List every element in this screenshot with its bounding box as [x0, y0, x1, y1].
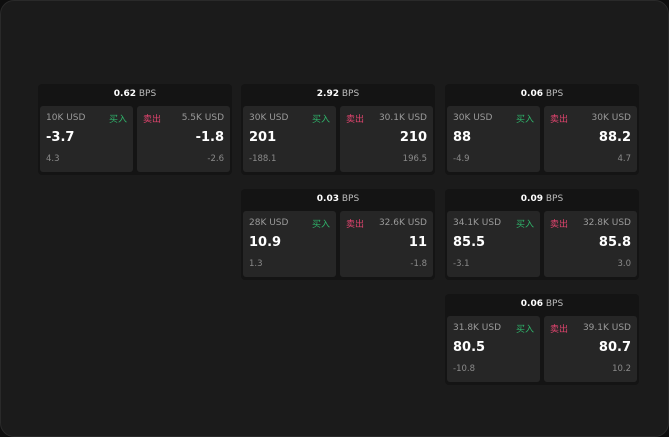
buy-label: 买入 [311, 220, 330, 230]
sell-label: 卖出 [143, 115, 162, 125]
sell-button[interactable]: 卖出 32.6K USD 11 -1.8 [340, 211, 433, 277]
quote-widget: 2.92 BPS 30K USD 买入 201 -188.1 卖出 30.1K … [241, 84, 435, 175]
ask-delta: 10.2 [612, 364, 631, 374]
spread-value: 0.06 [520, 299, 543, 309]
bid-delta: 4.3 [46, 154, 60, 164]
ask-price: -1.8 [195, 130, 224, 145]
ask-price: 88.2 [598, 130, 631, 145]
ask-price: 11 [408, 235, 427, 250]
bid-delta: -10.8 [453, 364, 475, 374]
bid-price: 88 [453, 130, 472, 145]
sell-button[interactable]: 卖出 39.1K USD 80.7 10.2 [544, 316, 637, 382]
sell-label: 卖出 [346, 220, 365, 230]
spread-unit: BPS [341, 194, 360, 204]
ask-size: 39.1K USD [582, 323, 631, 333]
buy-button[interactable]: 30K USD 买入 201 -188.1 [243, 106, 336, 172]
buy-label: 买入 [515, 325, 534, 335]
sell-label: 卖出 [550, 115, 569, 125]
sell-label: 卖出 [550, 325, 569, 335]
bid-size: 30K USD [249, 113, 289, 123]
bid-size: 30K USD [453, 113, 493, 123]
spread-value: 0.62 [113, 89, 136, 99]
bid-price: 85.5 [453, 235, 486, 250]
spread-header: 0.62 BPS [38, 84, 232, 105]
ask-price: 210 [399, 130, 427, 145]
ask-price: 80.7 [598, 340, 631, 355]
bid-size: 31.8K USD [453, 323, 502, 333]
spread-value: 0.09 [520, 194, 543, 204]
spread-value: 0.06 [520, 89, 543, 99]
quote-widget: 0.03 BPS 28K USD 买入 10.9 1.3 卖出 32.6K US… [241, 189, 435, 280]
spread-header: 0.09 BPS [445, 189, 639, 210]
sell-label: 卖出 [346, 115, 365, 125]
bid-size: 28K USD [249, 218, 289, 228]
bid-size: 34.1K USD [453, 218, 502, 228]
ask-price: 85.8 [598, 235, 631, 250]
sell-button[interactable]: 卖出 30.1K USD 210 196.5 [340, 106, 433, 172]
ask-size: 32.6K USD [378, 218, 427, 228]
sell-button[interactable]: 卖出 32.8K USD 85.8 3.0 [544, 211, 637, 277]
quote-widget: 0.06 BPS 30K USD 买入 88 -4.9 卖出 30K USD 8… [445, 84, 639, 175]
ask-delta: 3.0 [617, 259, 631, 269]
buy-button[interactable]: 10K USD 买入 -3.7 4.3 [40, 106, 133, 172]
bid-delta: 1.3 [249, 259, 263, 269]
sell-button[interactable]: 卖出 5.5K USD -1.8 -2.6 [137, 106, 230, 172]
buy-button[interactable]: 31.8K USD 买入 80.5 -10.8 [447, 316, 540, 382]
spread-header: 0.03 BPS [241, 189, 435, 210]
bid-delta: -4.9 [453, 154, 470, 164]
spread-header: 0.06 BPS [445, 294, 639, 315]
buy-label: 买入 [108, 115, 127, 125]
ask-size: 5.5K USD [181, 113, 224, 123]
bid-price: -3.7 [46, 130, 75, 145]
ask-delta: -1.8 [410, 259, 427, 269]
spread-unit: BPS [545, 194, 564, 204]
buy-label: 买入 [311, 115, 330, 125]
spread-unit: BPS [545, 299, 564, 309]
buy-button[interactable]: 30K USD 买入 88 -4.9 [447, 106, 540, 172]
bid-price: 201 [249, 130, 277, 145]
buy-button[interactable]: 28K USD 买入 10.9 1.3 [243, 211, 336, 277]
spread-unit: BPS [138, 89, 157, 99]
ask-size: 30.1K USD [378, 113, 427, 123]
quote-widget: 0.62 BPS 10K USD 买入 -3.7 4.3 卖出 5.5K USD… [38, 84, 232, 175]
sell-label: 卖出 [550, 220, 569, 230]
bid-delta: -188.1 [249, 154, 277, 164]
buy-label: 买入 [515, 220, 534, 230]
buy-label: 买入 [515, 115, 534, 125]
spread-header: 2.92 BPS [241, 84, 435, 105]
ask-delta: 4.7 [617, 154, 631, 164]
buy-button[interactable]: 34.1K USD 买入 85.5 -3.1 [447, 211, 540, 277]
ask-size: 30K USD [591, 113, 631, 123]
ask-delta: 196.5 [402, 154, 427, 164]
spread-unit: BPS [341, 89, 360, 99]
spread-value: 0.03 [316, 194, 339, 204]
bid-delta: -3.1 [453, 259, 470, 269]
ask-delta: -2.6 [207, 154, 224, 164]
quote-widget: 0.06 BPS 31.8K USD 买入 80.5 -10.8 卖出 39.1… [445, 294, 639, 385]
quote-widget: 0.09 BPS 34.1K USD 买入 85.5 -3.1 卖出 32.8K… [445, 189, 639, 280]
bid-price: 10.9 [249, 235, 282, 250]
spread-value: 2.92 [316, 89, 339, 99]
sell-button[interactable]: 卖出 30K USD 88.2 4.7 [544, 106, 637, 172]
spread-unit: BPS [545, 89, 564, 99]
bid-price: 80.5 [453, 340, 486, 355]
spread-header: 0.06 BPS [445, 84, 639, 105]
ask-size: 32.8K USD [582, 218, 631, 228]
bid-size: 10K USD [46, 113, 86, 123]
